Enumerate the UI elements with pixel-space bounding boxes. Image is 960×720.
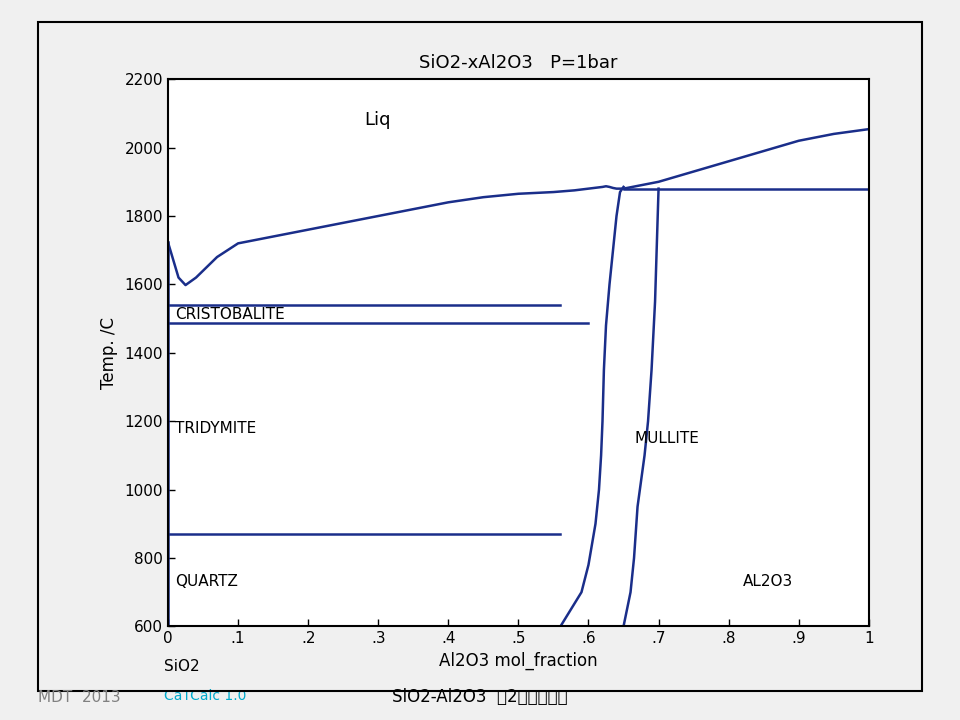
- Title: SiO2-xAl2O3   P=1bar: SiO2-xAl2O3 P=1bar: [420, 54, 617, 72]
- Text: MULLITE: MULLITE: [634, 431, 699, 446]
- Text: QUARTZ: QUARTZ: [175, 575, 238, 590]
- Y-axis label: Temp. /C: Temp. /C: [100, 317, 117, 389]
- Text: SiO2-Al2O3  擬2元系状態図: SiO2-Al2O3 擬2元系状態図: [393, 688, 567, 706]
- Text: Liq: Liq: [364, 112, 391, 130]
- Text: CRISTOBALITE: CRISTOBALITE: [175, 307, 285, 322]
- X-axis label: Al2O3 mol_fraction: Al2O3 mol_fraction: [439, 652, 598, 670]
- Text: MDT  2013: MDT 2013: [38, 690, 121, 705]
- Text: AL2O3: AL2O3: [743, 575, 793, 590]
- Text: SiO2: SiO2: [164, 660, 200, 674]
- Text: CaTCalc 1.0: CaTCalc 1.0: [164, 689, 247, 703]
- Text: TRIDYMITE: TRIDYMITE: [175, 420, 256, 436]
